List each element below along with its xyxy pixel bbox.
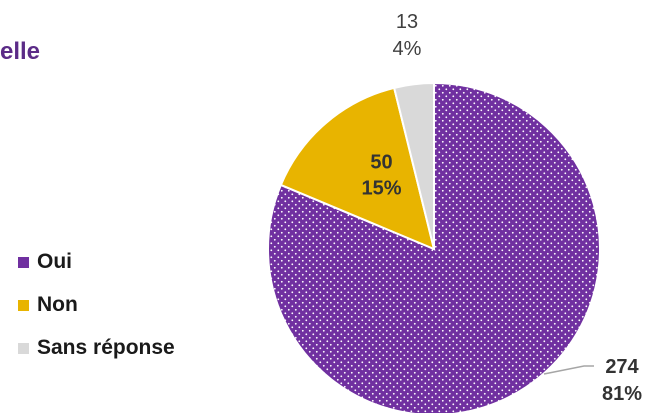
- legend-label-non: Non: [37, 293, 78, 316]
- data-label-sans-reponse-value: 13: [396, 11, 418, 33]
- chart-legend: Oui Non Sans réponse: [18, 250, 175, 379]
- leader-line-oui: [543, 365, 594, 375]
- legend-label-sans-reponse: Sans réponse: [37, 336, 175, 359]
- pie-slice-oui: [267, 81, 601, 413]
- chart-title-fragment: elle: [0, 38, 41, 65]
- legend-item-oui: Oui: [18, 250, 175, 274]
- pie-slice-non: [279, 86, 436, 251]
- data-label-oui-value: 274: [605, 356, 639, 378]
- legend-item-non: Non: [18, 293, 175, 317]
- data-label-oui-percent: 81%: [602, 383, 642, 405]
- legend-swatch-oui: [18, 256, 29, 268]
- data-label-non-percent: 15%: [361, 177, 401, 199]
- data-label-sans-reponse-percent: 4%: [393, 38, 422, 60]
- legend-swatch-sans-reponse: [18, 342, 29, 354]
- legend-label-oui: Oui: [37, 250, 72, 273]
- legend-item-sans-reponse: Sans réponse: [18, 336, 175, 360]
- data-label-non-value: 50: [370, 151, 392, 173]
- legend-swatch-non: [18, 299, 29, 311]
- pie-slice-sans-reponse: [392, 81, 435, 250]
